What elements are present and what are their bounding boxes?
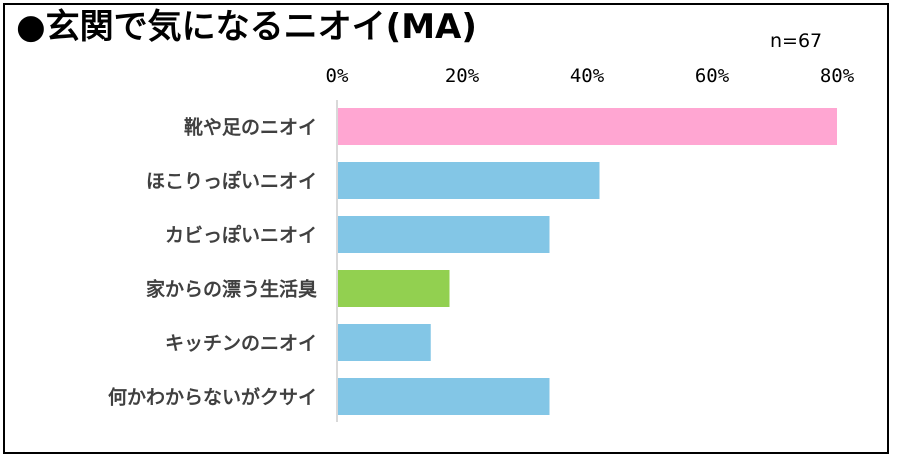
chart-title: ●玄関で気になるニオイ(MA) <box>16 7 477 47</box>
bar <box>338 216 550 253</box>
x-axis-ticks: 0% 20% 40% 60% 80% <box>326 65 855 87</box>
bar <box>338 162 600 199</box>
sample-size-label: n=67 <box>770 30 823 52</box>
x-tick-label: 20% <box>445 65 480 87</box>
category-label: ほこりっぽいニオイ <box>146 170 317 193</box>
x-tick-label: 0% <box>326 65 349 87</box>
bar <box>338 108 837 145</box>
bars <box>338 108 837 415</box>
category-label: キッチンのニオイ <box>165 333 317 355</box>
bar <box>338 270 450 307</box>
x-tick-label: 60% <box>695 65 730 87</box>
x-tick-label: 40% <box>570 65 605 87</box>
bar <box>338 324 431 361</box>
category-labels: 靴や足のニオイほこりっぽいニオイカビっぽいニオイ家からの漂う生活臭キッチンのニオ… <box>108 116 317 409</box>
bar <box>338 378 550 415</box>
category-label: 家からの漂う生活臭 <box>146 278 317 301</box>
category-label: カビっぽいニオイ <box>165 224 317 247</box>
category-label: 何かわからないがクサイ <box>108 386 317 409</box>
x-tick-label: 80% <box>820 65 855 87</box>
category-label: 靴や足のニオイ <box>184 116 317 139</box>
